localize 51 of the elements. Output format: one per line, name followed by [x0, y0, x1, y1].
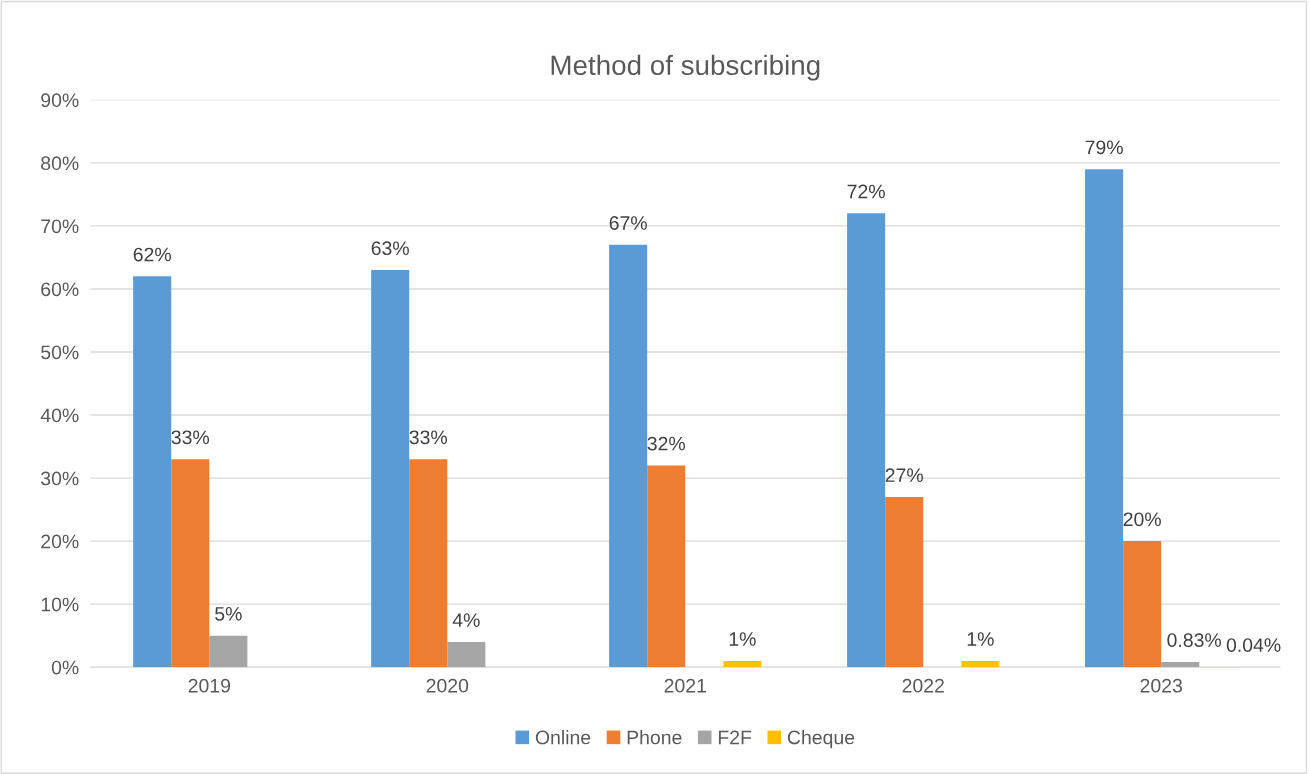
chart-title: Method of subscribing [551, 54, 820, 81]
bar [133, 276, 172, 668]
bar [1123, 541, 1162, 668]
x-tick-label: 2021 [664, 678, 706, 693]
bar [609, 244, 648, 668]
bar [209, 635, 248, 668]
x-tick-label: 2020 [426, 678, 469, 693]
y-tick-label: 0% [51, 660, 79, 675]
data-label: 4% [452, 613, 480, 627]
data-label: 27% [885, 468, 923, 482]
bar [847, 213, 886, 668]
y-tick-label: 70% [41, 219, 79, 234]
bar [409, 459, 448, 668]
bar [371, 270, 410, 668]
data-label: 63% [371, 241, 409, 256]
y-tick-label: 40% [40, 408, 79, 423]
x-tick-label: 2019 [188, 678, 231, 693]
bar [1161, 661, 1200, 668]
data-label: 33% [171, 430, 210, 445]
data-label: 20% [1123, 512, 1161, 527]
data-label: 0.04% [1226, 638, 1281, 652]
x-tick-label: 2023 [1140, 678, 1182, 693]
data-label: 79% [1085, 140, 1123, 155]
data-label: 1% [967, 632, 994, 646]
legend-label: F2F [718, 730, 752, 745]
data-label: 33% [409, 430, 448, 445]
bar [647, 465, 686, 668]
y-tick-label: 90% [41, 93, 79, 108]
data-label: 72% [847, 184, 885, 199]
x-tick-label: 2022 [902, 678, 944, 693]
legend-label: Cheque [787, 730, 855, 749]
bar [171, 459, 210, 668]
legend-label: Online [535, 730, 591, 745]
bar [1085, 169, 1124, 668]
data-label: 1% [729, 632, 756, 646]
data-label: 67% [609, 216, 647, 230]
data-label: 5% [215, 607, 242, 621]
y-tick-label: 30% [41, 471, 79, 486]
y-tick-label: 10% [41, 597, 79, 612]
legend-label: Phone [627, 730, 682, 745]
data-label: 0.83% [1167, 633, 1222, 647]
bar [723, 660, 762, 668]
bar [885, 496, 924, 668]
y-tick-label: 20% [41, 534, 79, 549]
y-tick-label: 50% [41, 345, 79, 360]
y-tick-label: 60% [41, 282, 79, 297]
data-label: 62% [133, 247, 171, 262]
data-label: 32% [647, 436, 685, 451]
bar [447, 641, 486, 668]
y-tick-label: 80% [41, 156, 79, 171]
bar [961, 660, 1000, 668]
